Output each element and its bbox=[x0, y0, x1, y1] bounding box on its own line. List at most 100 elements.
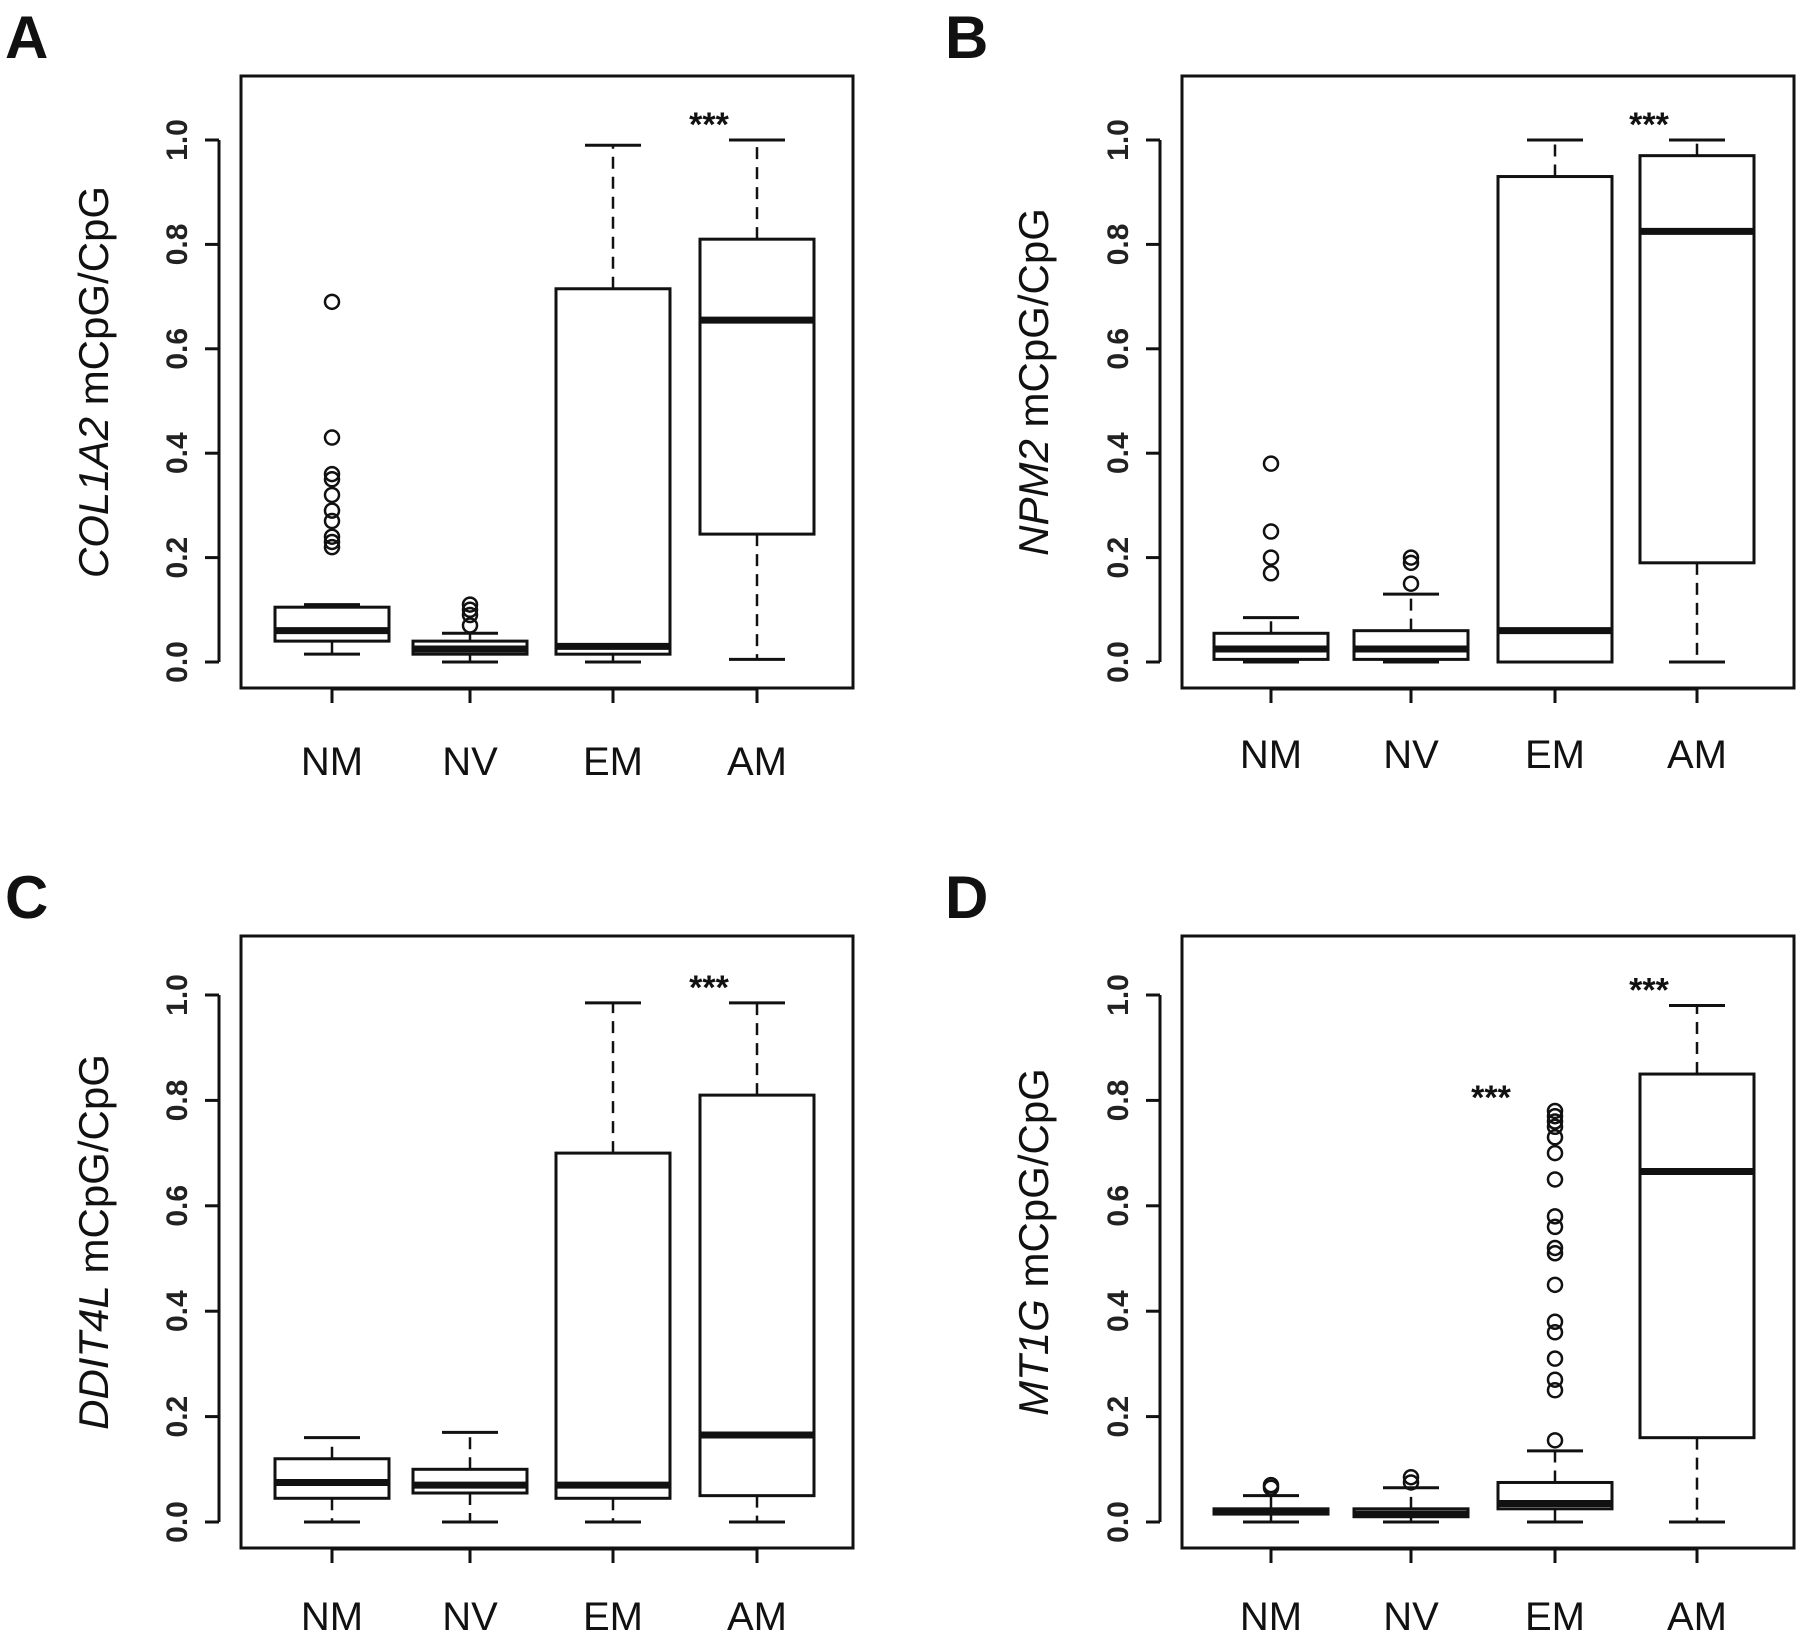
outlier-point bbox=[1262, 455, 1280, 472]
box-AM bbox=[698, 1001, 816, 1524]
box-body bbox=[554, 1151, 672, 1500]
panel-letter: C bbox=[5, 864, 48, 931]
box-NV bbox=[1352, 1468, 1470, 1524]
outlier-point bbox=[1546, 1171, 1564, 1188]
significance-label: *** bbox=[1629, 106, 1669, 144]
outlier-point bbox=[1262, 565, 1280, 582]
outlier-point bbox=[1546, 1276, 1564, 1294]
y-axis-label-unit: mCpG/CpG bbox=[1010, 1068, 1057, 1299]
box-NM bbox=[273, 293, 391, 656]
y-tick-label: 0.0 bbox=[1102, 1501, 1135, 1543]
x-tick-label: NV bbox=[442, 740, 498, 784]
y-axis-label-unit: mCpG/CpG bbox=[70, 1054, 117, 1285]
box-NM bbox=[1212, 455, 1330, 664]
y-tick-label: 0.8 bbox=[161, 224, 194, 266]
x-tick-label: AM bbox=[727, 1595, 787, 1637]
box-AM bbox=[1638, 138, 1756, 664]
y-tick-label: 0.8 bbox=[1102, 224, 1135, 266]
x-tick-label: EM bbox=[583, 740, 643, 784]
outlier-point bbox=[1546, 1382, 1564, 1399]
outlier-point bbox=[323, 429, 341, 446]
box-EM bbox=[554, 1001, 672, 1524]
y-axis-label-unit: mCpG/CpG bbox=[1010, 208, 1057, 439]
y-tick-label: 0.4 bbox=[1102, 432, 1135, 474]
x-tick-label: NV bbox=[1383, 1595, 1439, 1637]
outlier-point bbox=[461, 606, 479, 624]
box-body bbox=[554, 287, 672, 656]
y-tick-label: 0.6 bbox=[161, 1185, 194, 1227]
outlier-point bbox=[1262, 1476, 1280, 1494]
x-tick-label: EM bbox=[1525, 733, 1585, 777]
significance-label: *** bbox=[1629, 972, 1669, 1010]
outlier-point bbox=[1546, 1129, 1564, 1146]
x-tick-label: AM bbox=[727, 740, 787, 784]
outlier-point bbox=[1546, 1371, 1564, 1388]
y-tick-label: 0.0 bbox=[1102, 641, 1135, 683]
outlier-point bbox=[461, 601, 479, 619]
y-tick-label: 0.0 bbox=[161, 1501, 194, 1543]
outlier-point bbox=[1546, 1118, 1564, 1135]
panel-D: D 0.0 0.2 0.4 0.6 0.8 1.0 NM NV EM AM MT1G mCpG/CpG… bbox=[945, 864, 1796, 1637]
panel-C: C 0.0 0.2 0.4 0.6 0.8 1.0 NM NV EM AM DDIT4L mCpG/C… bbox=[5, 864, 855, 1637]
outlier-point bbox=[323, 486, 341, 504]
panel-A: A 0.0 0.2 0.4 0.6 0.8 1.0 NM NV EM AM COL1A2 mCpG/C… bbox=[5, 4, 855, 784]
outlier-point bbox=[461, 596, 479, 613]
outlier-point bbox=[323, 538, 341, 556]
x-tick-label: AM bbox=[1667, 1595, 1727, 1637]
y-tick-label: 1.0 bbox=[1102, 119, 1135, 161]
x-tick-label: NV bbox=[442, 1595, 498, 1637]
panel-letter: B bbox=[945, 4, 988, 71]
outlier-point bbox=[1402, 549, 1420, 566]
box-body bbox=[1352, 629, 1470, 661]
significance-label: *** bbox=[689, 969, 729, 1007]
outlier-point bbox=[1262, 549, 1280, 566]
y-tick-label: 0.8 bbox=[1102, 1080, 1135, 1122]
box-body bbox=[1638, 154, 1756, 565]
box-body bbox=[1638, 1072, 1756, 1440]
box-body bbox=[1496, 175, 1614, 664]
x-tick-label: EM bbox=[583, 1595, 643, 1637]
y-tick-label: 0.2 bbox=[161, 1396, 194, 1438]
outlier-point bbox=[461, 617, 479, 634]
box-body bbox=[411, 1467, 529, 1495]
panel-B: B 0.0 0.2 0.4 0.6 0.8 1.0 NM NV EM AM NPM2 mCpG/CpG… bbox=[945, 4, 1796, 777]
outlier-point bbox=[1402, 554, 1420, 572]
panel-letter: D bbox=[945, 864, 988, 931]
box-EM bbox=[1496, 1102, 1614, 1524]
outlier-point bbox=[323, 533, 341, 551]
y-axis-label: COL1A2 mCpG/CpG bbox=[70, 186, 117, 578]
box-NV bbox=[411, 1430, 529, 1524]
x-tick-label: NM bbox=[1240, 1595, 1302, 1637]
outlier-point bbox=[323, 465, 341, 483]
outlier-point bbox=[323, 528, 341, 545]
y-tick-label: 0.2 bbox=[161, 537, 194, 579]
outlier-point bbox=[1546, 1113, 1564, 1130]
outlier-point bbox=[1546, 1208, 1564, 1225]
y-tick-label: 0.6 bbox=[1102, 1185, 1135, 1227]
outlier-point bbox=[1262, 523, 1280, 540]
x-tick-label: AM bbox=[1667, 733, 1727, 777]
box-EM bbox=[554, 143, 672, 664]
outlier-point bbox=[1546, 1432, 1564, 1449]
box-AM bbox=[698, 138, 816, 661]
y-tick-label: 0.6 bbox=[1102, 328, 1135, 370]
outlier-point bbox=[1546, 1313, 1564, 1330]
significance-label: *** bbox=[689, 106, 729, 144]
box-body bbox=[698, 1093, 816, 1498]
x-tick-label: NM bbox=[1240, 733, 1302, 777]
y-tick-label: 1.0 bbox=[161, 974, 194, 1016]
box-body bbox=[273, 1457, 391, 1500]
outlier-point bbox=[1546, 1144, 1564, 1162]
box-NV bbox=[1352, 549, 1470, 664]
outlier-point bbox=[323, 293, 341, 311]
outlier-point bbox=[1402, 1474, 1420, 1491]
x-tick-label: EM bbox=[1525, 1595, 1585, 1637]
y-tick-label: 0.2 bbox=[1102, 537, 1135, 579]
box-NM bbox=[1212, 1476, 1330, 1524]
outlier-point bbox=[1546, 1324, 1564, 1341]
y-axis-label-gene: COL1A2 bbox=[70, 417, 117, 578]
y-tick-label: 1.0 bbox=[161, 119, 194, 161]
outlier-point bbox=[323, 471, 341, 488]
panel-letter: A bbox=[5, 4, 48, 71]
box-AM bbox=[1638, 1004, 1756, 1524]
